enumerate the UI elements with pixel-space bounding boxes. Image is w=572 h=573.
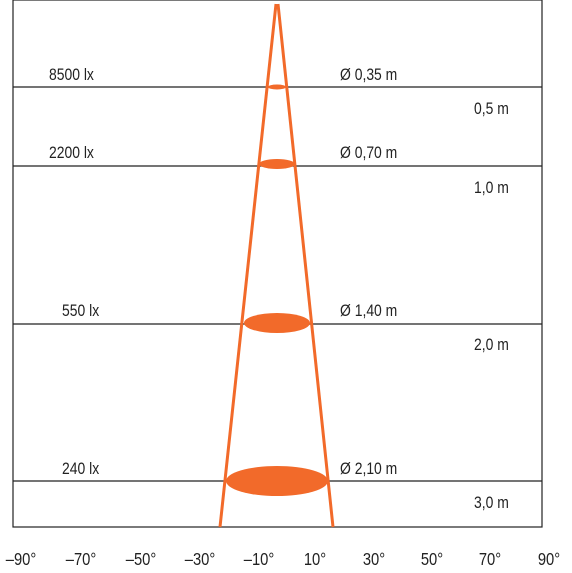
beam-edge-right [276,3,335,528]
beam-spot-1-0m [259,159,295,169]
angle-tick-50: 50° [421,550,443,570]
angle-tick-neg90: –90° [6,550,36,570]
distance-label-0-5m: 0,5 m [474,100,509,119]
distance-label-1-0m: 1,0 m [474,179,509,198]
beam-spot-2-0m [244,313,310,333]
beam-spot-0-5m [268,84,286,90]
angle-tick-10: 10° [304,550,326,570]
diagram-frame [12,0,543,528]
angle-tick-neg10: –10° [244,550,274,570]
distance-label-3-0m: 3,0 m [474,494,509,513]
diameter-label-3-0m: Ø 2,10 m [340,460,397,479]
angle-tick-neg50: –50° [126,550,156,570]
beam-edge-left [218,3,278,528]
angle-tick-70: 70° [479,550,501,570]
lux-label-3-0m: 240 lx [62,460,99,479]
angle-tick-neg30: –30° [185,550,215,570]
diameter-label-2-0m: Ø 1,40 m [340,302,397,321]
angle-tick-90: 90° [538,550,560,570]
beam-spot-3-0m [226,466,328,496]
lux-label-2-0m: 550 lx [62,302,99,321]
angle-tick-30: 30° [363,550,385,570]
lux-label-0-5m: 8500 lx [49,66,94,85]
angle-tick-neg70: –70° [66,550,96,570]
distance-label-2-0m: 2,0 m [474,336,509,355]
diameter-label-0-5m: Ø 0,35 m [340,66,397,85]
lux-label-1-0m: 2200 lx [49,144,94,163]
diameter-label-1-0m: Ø 0,70 m [340,144,397,163]
